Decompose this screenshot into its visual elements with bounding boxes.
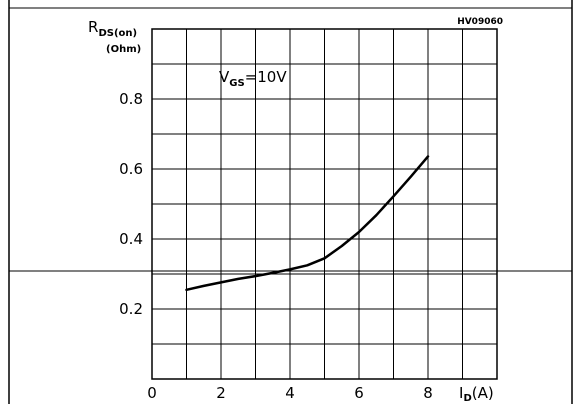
x-tick-label: 4 [285,384,295,402]
x-axis-label-main: I [459,384,463,402]
vgs-annotation: VGS=10V [219,68,287,89]
figure-tag: HV09060 [457,17,503,27]
x-tick-label: 8 [423,384,433,402]
grid [151,28,498,380]
y-axis-label-sub: DS(on) [98,28,137,39]
x-tick-label: 2 [216,384,226,402]
y-axis-unit: (Ohm) [106,44,141,55]
series-line [185,155,430,292]
ticks-layer: 0 2 4 6 8 0.2 0.4 0.6 0.8 [119,90,433,402]
y-axis-label: RDS(on) [88,18,137,39]
y-tick-label: 0.8 [119,90,143,108]
vgs-annotation-sub: GS [229,78,244,89]
x-axis-label-sub: D [463,393,471,404]
vgs-annotation-main: V [219,68,230,86]
series-layer [185,155,430,292]
x-axis-label: ID(A) [459,384,494,404]
vgs-annotation-rest: =10V [245,68,288,86]
x-tick-label: 6 [354,384,364,402]
y-axis-label-main: R [88,18,98,36]
y-tick-label: 0.6 [119,160,143,178]
x-axis-label-rest: (A) [472,384,494,402]
x-tick-label: 0 [147,384,157,402]
y-tick-label: 0.4 [119,230,143,248]
y-tick-label: 0.2 [119,300,143,318]
plot-border [151,28,498,380]
